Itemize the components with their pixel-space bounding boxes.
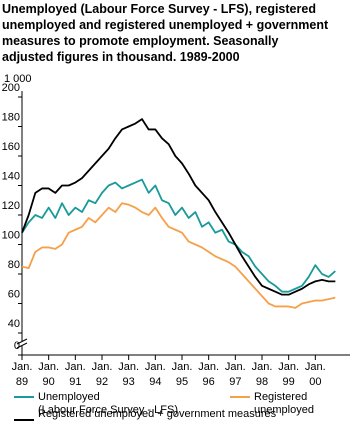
y-tick-label: 140 (2, 171, 20, 183)
x-tick-label: 98 (256, 376, 268, 388)
chart-title: Unemployed (Labour Force Survey - LFS), … (2, 2, 329, 64)
x-tick-label: 99 (283, 376, 295, 388)
x-tick-label: 95 (176, 376, 188, 388)
x-tick-prefix: Jan. (225, 361, 246, 373)
x-tick-label: 00 (309, 376, 321, 388)
y-unit: 1 000 (4, 73, 32, 85)
y-tick-label: 180 (2, 112, 20, 124)
y-tick-label: 160 (2, 141, 20, 153)
x-tick-label: 93 (123, 376, 135, 388)
y-tick-label: 120 (2, 200, 20, 212)
y-tick-label: 40 (8, 318, 20, 330)
x-tick-prefix: Jan. (118, 361, 139, 373)
x-tick-prefix: Jan. (12, 361, 33, 373)
x-tick-prefix: Jan. (198, 361, 219, 373)
x-tick-label: 91 (69, 376, 81, 388)
x-tick-prefix: Jan. (172, 361, 193, 373)
legend-label: Registered unemployed + government measu… (38, 408, 277, 420)
axis-break (16, 338, 28, 345)
y-tick-label: 200 (2, 82, 20, 94)
x-tick-label: 89 (16, 376, 28, 388)
x-tick-label: 90 (43, 376, 55, 388)
y-tick-label: 0 (14, 340, 20, 352)
y-tick-label: 100 (2, 230, 20, 242)
x-tick-prefix: Jan. (38, 361, 59, 373)
x-tick-prefix: Jan. (92, 361, 113, 373)
legend-swatch (14, 419, 34, 421)
axis-break-gap (16, 341, 28, 346)
x-tick-prefix: Jan. (65, 361, 86, 373)
legend-label: Unemployed (Labour Force Survey - LFS) (38, 391, 178, 416)
series-line (21, 178, 336, 293)
x-tick-label: 96 (203, 376, 215, 388)
y-tick-label: 80 (8, 259, 20, 271)
x-tick-label: 94 (149, 376, 161, 388)
x-tick-prefix: Jan. (252, 361, 273, 373)
series-line (21, 202, 336, 309)
axis-break (16, 342, 28, 349)
x-tick-prefix: Jan. (145, 361, 166, 373)
x-tick-label: 97 (229, 376, 241, 388)
legend-label: Registered unemployed (254, 391, 314, 416)
series-line (21, 118, 336, 296)
legend-swatch (14, 396, 34, 398)
x-tick-prefix: Jan. (305, 361, 326, 373)
x-tick-prefix: Jan. (278, 361, 299, 373)
x-tick-label: 92 (96, 376, 108, 388)
legend-swatch (230, 396, 250, 398)
y-tick-label: 60 (8, 289, 20, 301)
